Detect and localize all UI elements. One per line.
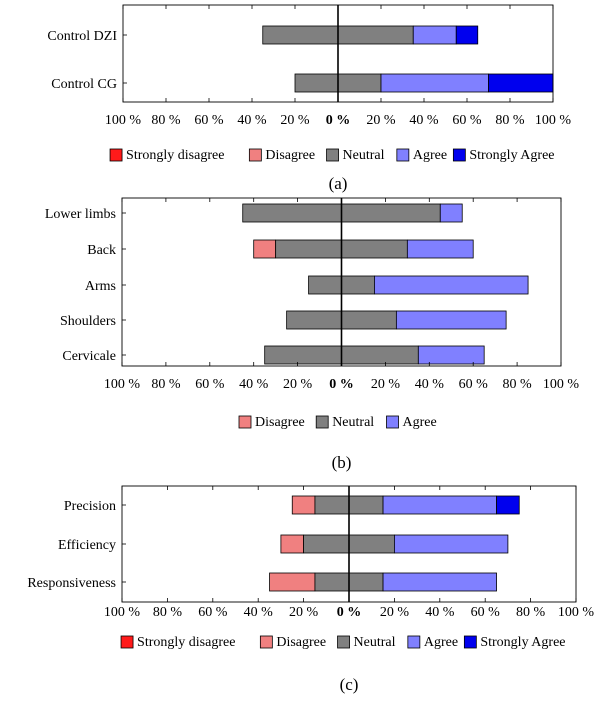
subcaption: (c): [340, 675, 359, 694]
bar-efficiency-disagree: [280, 534, 304, 554]
chart-a: Control DZI Control CG 100 % 80 % 60 % 40 % 20…: [47, 4, 572, 193]
x-tick-label: 60 %: [198, 605, 228, 620]
category-label-responsiveness: Responsiveness: [27, 576, 116, 591]
bar-responsiveness-disagree: [269, 572, 316, 592]
x-tick-label: 80 %: [151, 377, 181, 392]
x-tick-label: 80 %: [153, 605, 183, 620]
x-tick-label: 40 %: [239, 377, 269, 392]
legend-swatch-strongly-agree: [463, 635, 477, 649]
legend-label-strongly-disagree: Strongly disagree: [137, 635, 235, 650]
bar-precision-agree: [382, 495, 497, 515]
bar-responsiveness-agree: [382, 572, 497, 592]
category-label-arms: Arms: [85, 279, 116, 294]
x-tick-label: 80 %: [503, 377, 533, 392]
bar-control-cg-agree: [380, 73, 489, 93]
legend-label-strongly-disagree: Strongly disagree: [126, 148, 224, 163]
legend-swatch-neutral: [326, 148, 339, 162]
x-tick-label: 100 %: [558, 605, 595, 620]
legend-swatch-neutral: [315, 415, 329, 429]
x-tick-label: 0 %: [329, 377, 354, 392]
x-tick-label: 100 %: [105, 113, 142, 128]
x-tick-label: 40 %: [409, 113, 439, 128]
legend-label-neutral: Neutral: [343, 148, 385, 163]
legend-swatch-disagree: [259, 635, 273, 649]
x-tick-label: 100 %: [543, 377, 580, 392]
x-tick-label: 60 %: [194, 113, 224, 128]
category-label-cervicale: Cervicale: [62, 349, 116, 364]
legend-label-agree: Agree: [424, 635, 458, 650]
legend-label-strongly-agree: Strongly Agree: [469, 148, 554, 163]
x-tick-label: 20 %: [289, 605, 319, 620]
category-label-precision: Precision: [64, 499, 116, 514]
legend-label-disagree: Disagree: [265, 148, 315, 163]
legend-swatch-agree: [407, 635, 421, 649]
bar-arms-agree: [374, 275, 529, 295]
x-tick-label: 20 %: [366, 113, 396, 128]
category-label-control-dzi: Control DZI: [47, 29, 117, 44]
bar-control-dzi-strongly-agree: [455, 25, 479, 45]
category-label-back: Back: [87, 243, 116, 258]
bar-control-dzi-agree: [412, 25, 457, 45]
x-tick-label: 60 %: [452, 113, 482, 128]
x-tick-label: 20 %: [371, 377, 401, 392]
x-tick-label: 20 %: [280, 113, 310, 128]
legend: Disagree Neutral Agree: [238, 415, 437, 430]
x-tick-label: 40 %: [425, 605, 455, 620]
x-tick-label: 40 %: [237, 113, 267, 128]
bar-precision-strongly-agree: [496, 495, 520, 515]
x-tick-label: 60 %: [459, 377, 489, 392]
x-tick-label: 20 %: [380, 605, 410, 620]
x-tick-label: 40 %: [244, 605, 274, 620]
bar-back-agree: [406, 239, 474, 259]
x-tick-label: 80 %: [151, 113, 181, 128]
category-label-control-cg: Control CG: [51, 77, 117, 92]
bar-control-cg-strongly-agree: [488, 73, 554, 93]
category-label-efficiency: Efficiency: [58, 538, 116, 553]
legend-swatch-disagree: [248, 148, 262, 162]
legend-label-neutral: Neutral: [332, 415, 374, 430]
legend-swatch-neutral: [337, 635, 350, 649]
legend-swatch-strongly-disagree: [120, 635, 134, 649]
legend-label-agree: Agree: [403, 415, 437, 430]
category-label-lower-limbs: Lower limbs: [45, 207, 116, 222]
legend-swatch-strongly-agree: [452, 148, 466, 162]
x-tick-label: 40 %: [415, 377, 445, 392]
legend-swatch-agree: [386, 415, 399, 429]
subcaption: (a): [329, 174, 348, 193]
x-tick-label: 0 %: [337, 605, 362, 620]
bar-cervicale-agree: [417, 345, 485, 365]
chart-b: Lower limbs Back Arms Shoulders Cervicale 100…: [45, 197, 580, 472]
x-tick-label: 0 %: [326, 113, 351, 128]
legend-label-disagree: Disagree: [276, 635, 326, 650]
x-tick-label: 100 %: [104, 605, 141, 620]
bar-precision-disagree: [291, 495, 316, 515]
bar-back-disagree: [253, 239, 277, 259]
legend-label-agree: Agree: [413, 148, 447, 163]
chart-c: Precision Efficiency Responsiveness 100 % 80…: [27, 485, 595, 694]
bar-shoulders-agree: [395, 310, 507, 330]
bar-efficiency-agree: [393, 534, 509, 554]
x-tick-label: 60 %: [471, 605, 501, 620]
legend: Strongly disagree Disagree Neutral Agree Str…: [109, 148, 555, 163]
x-tick-label: 60 %: [195, 377, 225, 392]
legend-label-neutral: Neutral: [354, 635, 396, 650]
subcaption: (b): [332, 453, 352, 472]
legend-swatch-disagree: [238, 415, 252, 429]
x-tick-label: 100 %: [104, 377, 141, 392]
legend-swatch-strongly-disagree: [109, 148, 123, 162]
legend-label-disagree: Disagree: [255, 415, 305, 430]
legend: Strongly disagree Disagree Neutral Agree Str…: [120, 635, 566, 650]
x-tick-label: 80 %: [495, 113, 525, 128]
bar-lower-limbs-agree: [439, 203, 463, 223]
x-tick-label: 100 %: [535, 113, 572, 128]
category-label-shoulders: Shoulders: [60, 314, 116, 329]
x-tick-label: 80 %: [516, 605, 546, 620]
legend-swatch-agree: [396, 148, 410, 162]
legend-label-strongly-agree: Strongly Agree: [480, 635, 565, 650]
x-tick-label: 20 %: [283, 377, 313, 392]
